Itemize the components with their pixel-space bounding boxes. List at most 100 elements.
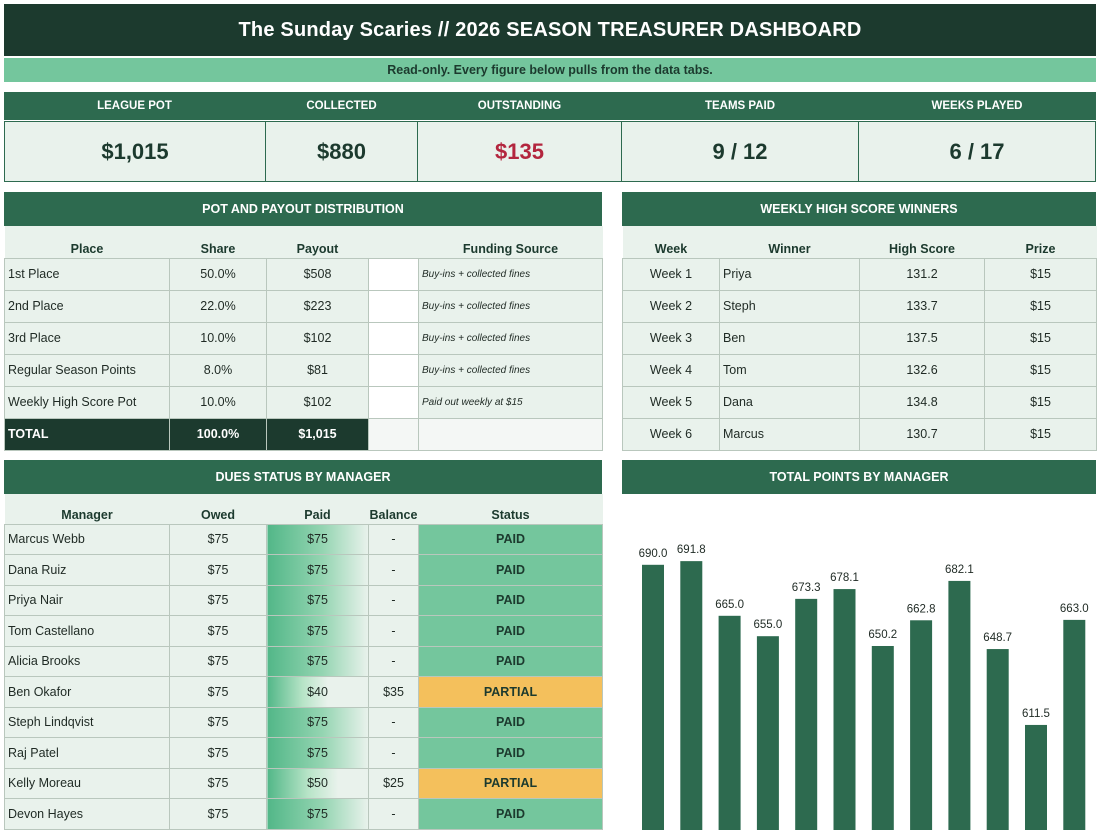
balance-cell[interactable]: -	[368, 798, 419, 830]
owed-cell[interactable]: $75	[169, 554, 267, 586]
owed-cell[interactable]: $75	[169, 615, 267, 647]
share-cell[interactable]: 22.0%	[169, 289, 267, 323]
manager-cell[interactable]: Ben Okafor	[4, 676, 170, 708]
place-cell[interactable]: 1st Place	[4, 257, 170, 291]
week-cell[interactable]: Week 3	[622, 321, 720, 355]
funding-source-cell[interactable]: Buy-ins + collected fines	[418, 353, 603, 387]
funding-source-cell[interactable]: Paid out weekly at $15	[418, 385, 603, 419]
prize-cell[interactable]: $15	[984, 385, 1097, 419]
blank-cell[interactable]	[368, 289, 419, 323]
share-cell[interactable]: 50.0%	[169, 257, 267, 291]
owed-cell[interactable]: $75	[169, 706, 267, 738]
status-badge[interactable]: PARTIAL	[418, 676, 603, 708]
balance-cell[interactable]: -	[368, 584, 419, 616]
blank-cell[interactable]	[418, 417, 603, 451]
paid-cell[interactable]: $75	[266, 554, 369, 586]
winner-cell[interactable]: Ben	[719, 321, 860, 355]
owed-cell[interactable]: $75	[169, 645, 267, 677]
week-cell[interactable]: Week 6	[622, 417, 720, 451]
balance-cell[interactable]: $25	[368, 767, 419, 799]
funding-source-cell[interactable]: Buy-ins + collected fines	[418, 289, 603, 323]
payout-cell[interactable]: $102	[266, 321, 369, 355]
status-badge[interactable]: PARTIAL	[418, 767, 603, 799]
paid-cell[interactable]: $75	[266, 645, 369, 677]
week-cell[interactable]: Week 1	[622, 257, 720, 291]
funding-source-cell[interactable]: Buy-ins + collected fines	[418, 257, 603, 291]
blank-cell[interactable]	[368, 417, 419, 451]
owed-cell[interactable]: $75	[169, 584, 267, 616]
owed-cell[interactable]: $75	[169, 523, 267, 555]
prize-cell[interactable]: $15	[984, 417, 1097, 451]
balance-cell[interactable]: -	[368, 645, 419, 677]
status-badge[interactable]: PAID	[418, 554, 603, 586]
manager-cell[interactable]: Dana Ruiz	[4, 554, 170, 586]
funding-source-cell[interactable]: Buy-ins + collected fines	[418, 321, 603, 355]
status-badge[interactable]: PAID	[418, 645, 603, 677]
paid-cell[interactable]: $75	[266, 706, 369, 738]
prize-cell[interactable]: $15	[984, 353, 1097, 387]
week-cell[interactable]: Week 2	[622, 289, 720, 323]
paid-cell[interactable]: $75	[266, 615, 369, 647]
status-badge[interactable]: PAID	[418, 584, 603, 616]
week-cell[interactable]: Week 4	[622, 353, 720, 387]
prize-cell[interactable]: $15	[984, 289, 1097, 323]
paid-cell[interactable]: $75	[266, 523, 369, 555]
status-badge[interactable]: PAID	[418, 706, 603, 738]
total-share[interactable]: 100.0%	[169, 417, 267, 451]
payout-cell[interactable]: $223	[266, 289, 369, 323]
status-badge[interactable]: PAID	[418, 737, 603, 769]
paid-cell[interactable]: $50	[266, 767, 369, 799]
manager-cell[interactable]: Tom Castellano	[4, 615, 170, 647]
place-cell[interactable]: 2nd Place	[4, 289, 170, 323]
payout-cell[interactable]: $508	[266, 257, 369, 291]
status-badge[interactable]: PAID	[418, 798, 603, 830]
score-cell[interactable]: 130.7	[859, 417, 985, 451]
place-cell[interactable]: 3rd Place	[4, 321, 170, 355]
week-cell[interactable]: Week 5	[622, 385, 720, 419]
score-cell[interactable]: 132.6	[859, 353, 985, 387]
manager-cell[interactable]: Steph Lindqvist	[4, 706, 170, 738]
balance-cell[interactable]: -	[368, 523, 419, 555]
balance-cell[interactable]: -	[368, 706, 419, 738]
total-label[interactable]: TOTAL	[4, 417, 170, 451]
blank-cell[interactable]	[368, 257, 419, 291]
blank-cell[interactable]	[368, 353, 419, 387]
score-cell[interactable]: 137.5	[859, 321, 985, 355]
owed-cell[interactable]: $75	[169, 737, 267, 769]
manager-cell[interactable]: Alicia Brooks	[4, 645, 170, 677]
balance-cell[interactable]: -	[368, 615, 419, 647]
score-cell[interactable]: 131.2	[859, 257, 985, 291]
paid-cell[interactable]: $40	[266, 676, 369, 708]
payout-cell[interactable]: $81	[266, 353, 369, 387]
balance-cell[interactable]: -	[368, 554, 419, 586]
prize-cell[interactable]: $15	[984, 321, 1097, 355]
paid-cell[interactable]: $75	[266, 798, 369, 830]
owed-cell[interactable]: $75	[169, 767, 267, 799]
winner-cell[interactable]: Tom	[719, 353, 860, 387]
place-cell[interactable]: Weekly High Score Pot	[4, 385, 170, 419]
share-cell[interactable]: 8.0%	[169, 353, 267, 387]
manager-cell[interactable]: Marcus Webb	[4, 523, 170, 555]
manager-cell[interactable]: Priya Nair	[4, 584, 170, 616]
total-payout[interactable]: $1,015	[266, 417, 369, 451]
winner-cell[interactable]: Marcus	[719, 417, 860, 451]
winner-cell[interactable]: Steph	[719, 289, 860, 323]
prize-cell[interactable]: $15	[984, 257, 1097, 291]
winner-cell[interactable]: Dana	[719, 385, 860, 419]
manager-cell[interactable]: Kelly Moreau	[4, 767, 170, 799]
status-badge[interactable]: PAID	[418, 615, 603, 647]
payout-cell[interactable]: $102	[266, 385, 369, 419]
score-cell[interactable]: 133.7	[859, 289, 985, 323]
paid-cell[interactable]: $75	[266, 737, 369, 769]
balance-cell[interactable]: -	[368, 737, 419, 769]
paid-cell[interactable]: $75	[266, 584, 369, 616]
owed-cell[interactable]: $75	[169, 676, 267, 708]
winner-cell[interactable]: Priya	[719, 257, 860, 291]
blank-cell[interactable]	[368, 321, 419, 355]
status-badge[interactable]: PAID	[418, 523, 603, 555]
blank-cell[interactable]	[368, 385, 419, 419]
owed-cell[interactable]: $75	[169, 798, 267, 830]
share-cell[interactable]: 10.0%	[169, 321, 267, 355]
balance-cell[interactable]: $35	[368, 676, 419, 708]
place-cell[interactable]: Regular Season Points	[4, 353, 170, 387]
